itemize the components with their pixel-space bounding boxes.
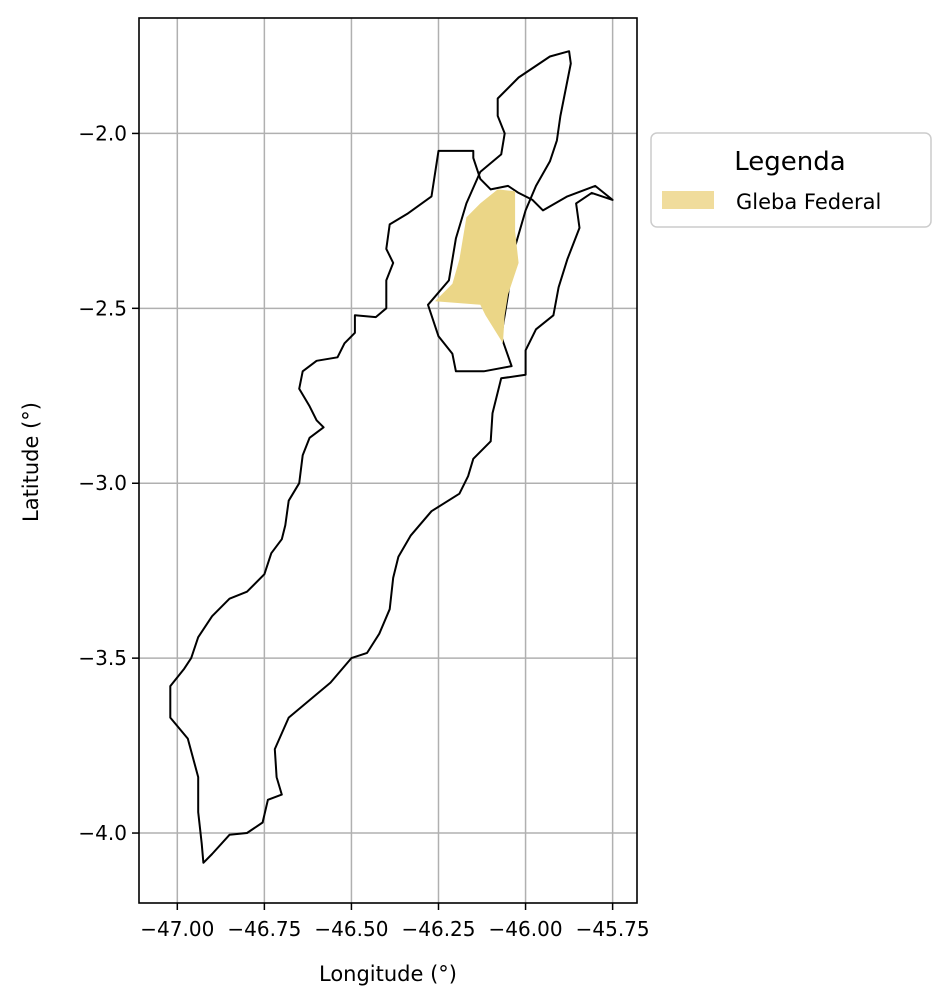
y-tick-label: −3.5 bbox=[78, 646, 127, 670]
y-tick-label: −4.0 bbox=[78, 821, 127, 845]
y-tick-label: −2.5 bbox=[78, 296, 127, 320]
legend-swatch-gleba-federal bbox=[662, 191, 714, 209]
legend: Legenda Gleba Federal bbox=[650, 132, 932, 228]
legend-box bbox=[650, 132, 932, 228]
grid-lines bbox=[139, 18, 637, 903]
x-tick-label: −47.00 bbox=[140, 917, 214, 941]
x-tick-label: −45.75 bbox=[576, 917, 650, 941]
y-tick-label: −2.0 bbox=[78, 121, 127, 145]
plot-frame bbox=[138, 17, 638, 904]
y-tick-label: −3.0 bbox=[78, 471, 127, 495]
island-outline bbox=[427, 50, 572, 373]
x-tick-label: −46.25 bbox=[401, 917, 475, 941]
legend-label-gleba-federal: Gleba Federal bbox=[736, 190, 881, 214]
map-shapes bbox=[169, 50, 614, 864]
x-tick-label: −46.50 bbox=[314, 917, 388, 941]
municipality-outline bbox=[169, 149, 614, 864]
x-tick-label: −46.75 bbox=[227, 917, 301, 941]
x-tick-label: −46.00 bbox=[489, 917, 563, 941]
y-axis-label: Latitude (°) bbox=[19, 402, 43, 522]
legend-title: Legenda bbox=[734, 147, 845, 177]
gleba-federal-area bbox=[435, 189, 519, 344]
x-axis-label: Longitude (°) bbox=[319, 962, 457, 986]
axis-ticks: −47.00 −46.75 −46.50 −46.25 −46.00 −45.75 −2.0… bbox=[78, 121, 649, 941]
